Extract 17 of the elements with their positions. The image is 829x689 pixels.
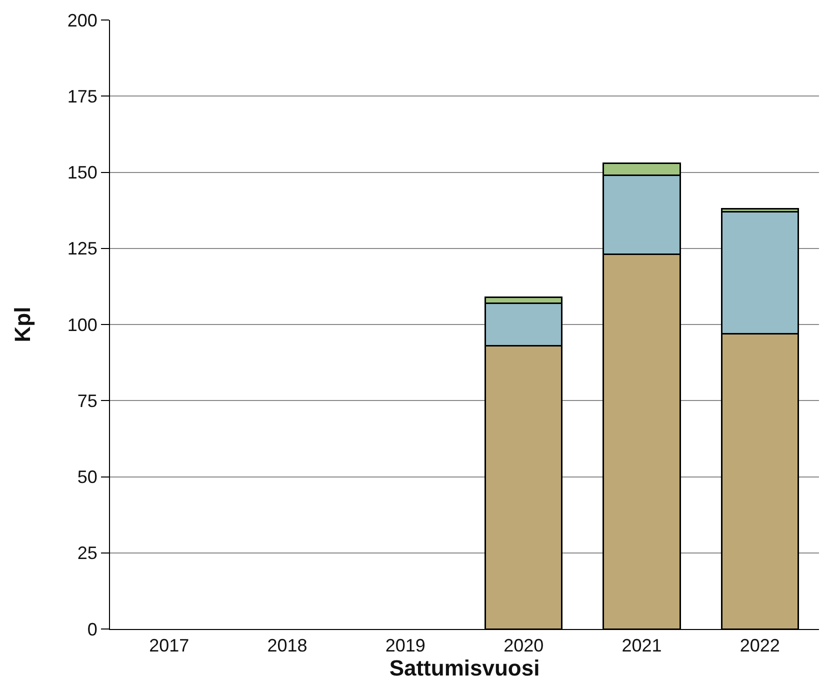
y-axis-title: Kpl bbox=[10, 306, 36, 342]
y-tick-label: 150 bbox=[67, 162, 98, 183]
y-tick-label: 100 bbox=[67, 314, 98, 335]
y-tick-label: 200 bbox=[67, 10, 98, 30]
y-tick-label: 50 bbox=[77, 467, 98, 488]
x-tick-label: 2018 bbox=[267, 636, 308, 656]
x-tick-label: 2017 bbox=[149, 636, 190, 656]
x-tick-label: 2020 bbox=[504, 636, 544, 656]
x-axis-title: Sattumisvuosi bbox=[389, 656, 540, 681]
y-tick-label: 25 bbox=[77, 543, 98, 564]
y-tick-label: 125 bbox=[67, 238, 98, 259]
y-tick-label: 75 bbox=[77, 390, 98, 411]
y-tick-label: 0 bbox=[87, 619, 98, 640]
x-tick-label: 2019 bbox=[385, 636, 426, 656]
y-tick-label: 175 bbox=[67, 86, 98, 106]
x-tick-label: 2021 bbox=[622, 636, 662, 656]
x-tick-label: 2022 bbox=[740, 636, 780, 656]
